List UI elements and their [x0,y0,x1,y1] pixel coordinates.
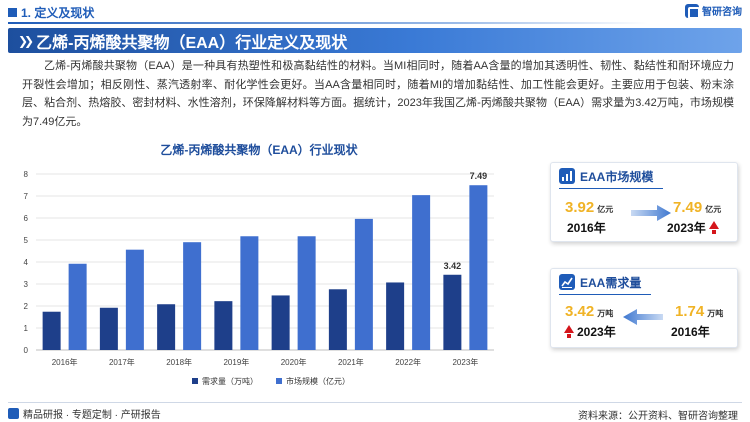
section-label: 1. 定义及现状 [21,5,95,20]
market-end-year-text: 2023年 [667,221,706,235]
bar-demand-7 [443,274,462,350]
market-start-year: 2016年 [567,219,606,236]
legend-label: 市场规模（亿元） [286,376,350,386]
market-size-card: EAA市场规模 3.92 亿元 2016年 7.49 亿元 2023年 [550,162,738,242]
y-tick-label: 0 [24,346,29,355]
bar-demand-6 [386,282,405,350]
bar-market-4 [297,236,316,350]
header-divider [8,22,648,24]
legend-swatch [276,378,282,384]
demand-card: EAA需求量 3.42 万吨 2023年 1.74 万吨 2016年 [550,268,738,348]
market-end-unit: 亿元 [705,205,722,214]
bar-market-1 [125,249,144,350]
y-tick-label: 6 [24,214,29,223]
y-tick-label: 4 [24,258,29,267]
legend-swatch [192,378,198,384]
bar-demand-2 [157,304,176,350]
y-tick-label: 7 [24,192,29,201]
demand-end-year-text: 2016年 [671,325,710,339]
market-start-value: 3.92 [565,199,595,216]
demand-end-unit: 万吨 [707,309,724,318]
demand-start-metric: 3.42 万吨 [565,303,613,320]
bar-demand-1 [99,307,118,350]
x-tick-label: 2018年 [166,357,192,367]
logo-icon [685,3,700,19]
legend-label: 需求量（万吨） [202,376,258,386]
arrow-left-icon [623,309,663,325]
demand-chart-icon [559,274,575,290]
banner-title: 乙烯-丙烯酸共聚物（EAA）行业定义及现状 [36,34,348,52]
y-tick-label: 2 [24,302,29,311]
section-square-icon [8,7,17,17]
demand-end-year: 2016年 [671,323,710,340]
bar-market-5 [354,218,373,350]
demand-end-value: 1.74 [675,303,705,320]
description-paragraph: 乙烯-丙烯酸共聚物（EAA）是一种具有热塑性和极高黏结性的材料。当MI相同时，随… [22,60,734,128]
market-card-header: EAA市场规模 [551,163,664,189]
demand-start-value: 3.42 [565,303,595,320]
y-tick-label: 8 [24,170,29,179]
section-tab: 1. 定义及现状 [8,3,94,21]
chevron-right-icon: ❯❯ [18,33,34,48]
report-icon [8,408,19,419]
source-note: 资料来源：公开资料、智研咨询整理 [578,411,738,422]
demand-start-year-text: 2023年 [577,325,616,339]
bar-demand-3 [214,301,233,350]
bar-market-7 [469,185,488,350]
bar-market-2 [183,242,202,350]
market-start-unit: 亿元 [597,205,614,214]
market-end-year: 2023年 [667,219,722,236]
demand-start-unit: 万吨 [597,309,614,318]
x-tick-label: 2016年 [52,357,78,367]
x-tick-label: 2019年 [223,357,249,367]
x-tick-label: 2017年 [109,357,135,367]
demand-end-metric: 1.74 万吨 [675,303,723,320]
market-end-metric: 7.49 亿元 [673,199,721,216]
y-tick-label: 5 [24,236,29,245]
x-tick-label: 2023年 [452,357,478,367]
demand-card-header: EAA需求量 [551,269,652,295]
market-card-title: EAA市场规模 [580,169,654,184]
footer-tagline: 精品研报 · 专题定制 · 产研报告 [8,406,161,421]
bar-chart: 0 1 2 3 4 5 6 7 8 2016年 2017年 2018年 2019年 2020年 2021年 2… [24,170,494,386]
demand-card-title: EAA需求量 [580,275,642,290]
x-tick-label: 2020年 [281,357,307,367]
logo-text: 智研咨询 [702,7,742,18]
logo: 智研咨询 [685,3,742,19]
y-tick-label: 1 [24,324,29,333]
bar-demand-4 [271,295,290,350]
up-arrow-icon [564,324,574,338]
market-start-metric: 3.92 亿元 [565,199,613,216]
up-arrow-icon [708,220,719,234]
arrow-right-icon [631,205,671,221]
bar-demand-0 [42,311,61,350]
footer-left-text: 精品研报 · 专题定制 · 产研报告 [23,410,161,421]
bar-market-3 [240,236,259,350]
x-tick-label: 2022年 [395,357,421,367]
market-chart-icon [559,168,575,184]
bar-demand-5 [328,289,347,350]
data-label: 7.49 [470,171,488,181]
x-tick-label: 2021年 [338,357,364,367]
chart-panel: 乙烯-丙烯酸共聚物（EAA）行业现状 0 1 2 3 4 5 6 7 8 2016年 2017年 20… [10,138,508,400]
demand-start-year: 2023年 [561,323,616,340]
chart-title: 乙烯-丙烯酸共聚物（EAA）行业现状 [160,143,358,157]
data-label: 3.42 [444,261,462,271]
market-end-value: 7.49 [673,199,703,216]
footer-divider [8,402,742,403]
y-tick-label: 3 [24,280,29,289]
bar-market-6 [412,195,431,350]
bar-market-0 [68,263,87,350]
market-start-year-text: 2016年 [567,221,606,235]
title-banner: ❯❯ 乙烯-丙烯酸共聚物（EAA）行业定义及现状 [8,28,742,53]
